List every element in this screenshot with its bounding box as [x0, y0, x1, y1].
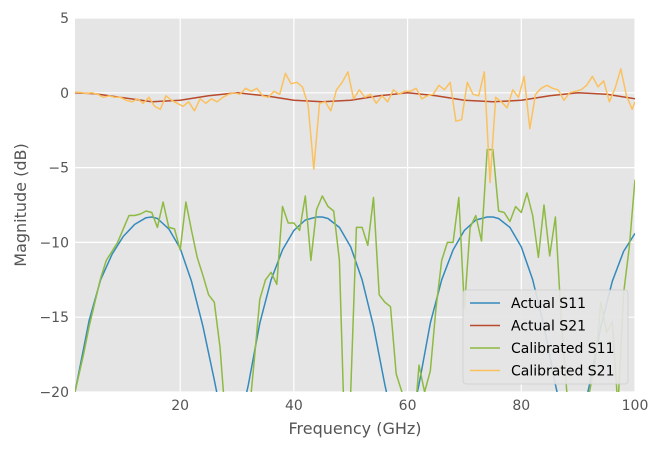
series-line-2 [75, 92, 635, 103]
y-tick-labels: 5 0 −5 −10 −15 −20 [39, 11, 69, 401]
x-axis-label: Frequency (GHz) [288, 419, 421, 438]
x-tick-label: 80 [512, 398, 530, 414]
y-tick-label: −5 [48, 161, 69, 177]
legend-label: Calibrated S11 [511, 341, 615, 357]
x-tick-label: 100 [622, 398, 649, 414]
legend: Actual S11 Actual S21 Calibrated S11 Calibr… [462, 289, 629, 385]
x-tick-label: 60 [399, 398, 417, 414]
x-tick-label: 40 [285, 398, 303, 414]
x-tick-label: 20 [171, 398, 189, 414]
y-tick-label: −15 [39, 310, 69, 326]
legend-box [462, 289, 629, 385]
series-line-3 [75, 148, 635, 392]
y-tick-label: −20 [39, 385, 69, 401]
y-tick-label: 0 [60, 86, 69, 102]
legend-label: Actual S11 [511, 296, 586, 312]
y-tick-label: −10 [39, 235, 69, 251]
y-tick-label: 5 [60, 11, 69, 27]
series-line-4 [75, 68, 635, 184]
y-axis-label: Magnitude (dB) [11, 143, 30, 266]
legend-label: Calibrated S21 [511, 364, 615, 380]
legend-label: Actual S21 [511, 319, 586, 335]
x-tick-labels: 20 40 60 80 100 [171, 398, 648, 414]
